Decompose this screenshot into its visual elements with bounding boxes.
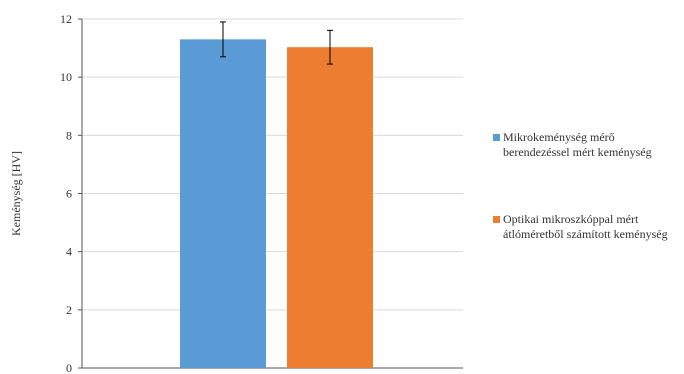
legend-label-series-2: Optikai mikroszkóppal mért átlóméretből … [503,212,668,241]
y-tick-label-8: 8 [66,128,72,142]
legend-item-series-2: Optikai mikroszkóppal mért átlóméretből … [493,212,681,242]
y-tick-label-4: 4 [66,245,72,259]
legend-swatch-series-1 [493,134,500,141]
legend-swatch-series-2 [493,216,500,223]
y-tick-label-12: 12 [60,12,72,26]
y-tick-label-10: 10 [60,70,72,84]
y-tick-label-0: 0 [66,361,72,374]
y-tick-label-2: 2 [66,303,72,317]
y-axis-title: Keménység [HV] [9,151,23,236]
legend-label-series-1: Mikrokeménység mérő berendezéssel mért k… [503,130,652,159]
bar-series-1 [180,39,266,368]
legend-item-series-1: Mikrokeménység mérő berendezéssel mért k… [493,130,681,160]
y-tick-label-6: 6 [66,187,72,201]
bar-series-2 [287,47,373,368]
legend: Mikrokeménység mérő berendezéssel mért k… [493,130,681,242]
